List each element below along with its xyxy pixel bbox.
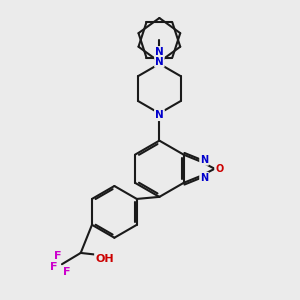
Text: OH: OH xyxy=(95,254,114,264)
Text: N: N xyxy=(155,47,164,57)
Text: O: O xyxy=(215,164,223,174)
Text: N: N xyxy=(200,173,208,183)
Text: F: F xyxy=(50,262,58,272)
Text: N: N xyxy=(200,155,208,165)
Text: F: F xyxy=(63,267,70,277)
Text: N: N xyxy=(155,110,164,120)
Text: N: N xyxy=(155,57,164,67)
Text: N: N xyxy=(155,110,164,120)
Text: F: F xyxy=(54,251,61,261)
